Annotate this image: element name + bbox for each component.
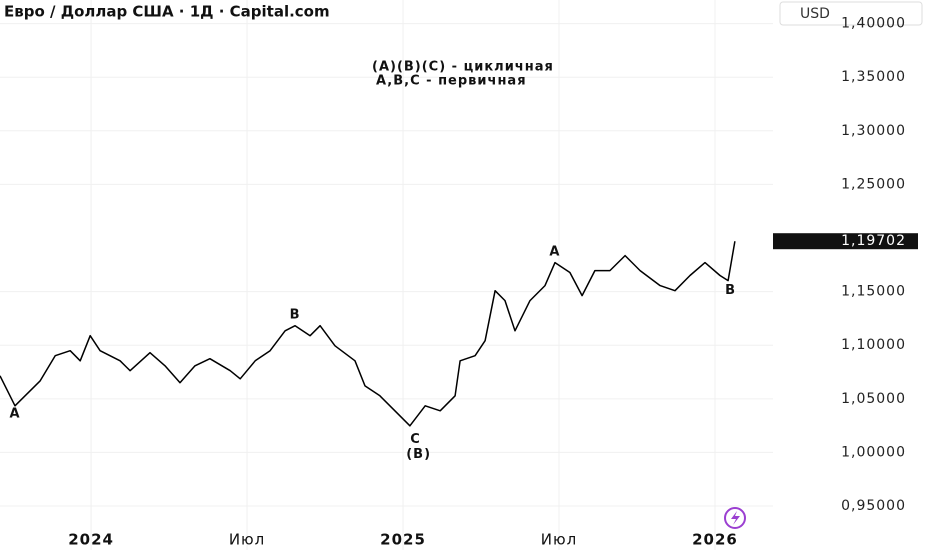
y-tick-label: 1,00000 xyxy=(841,444,906,460)
wave-label: B xyxy=(725,283,736,298)
brand-icon-bolt xyxy=(731,511,740,525)
y-tick-label: 1,10000 xyxy=(841,337,906,353)
wave-label: C xyxy=(410,432,421,447)
y-tick-label: 1,15000 xyxy=(841,284,906,300)
last-price-label: 1,19702 xyxy=(841,233,906,249)
currency-box[interactable] xyxy=(779,1,923,26)
wave-label: A xyxy=(9,406,20,421)
price-line xyxy=(0,241,736,427)
x-tick-label: Июл xyxy=(541,531,577,549)
y-tick-label: 1,30000 xyxy=(841,123,906,139)
wave-label: B xyxy=(290,308,301,323)
x-tick-label: 2026 xyxy=(692,531,738,549)
legend-note: (A)(B)(C) - цикличная xyxy=(372,60,554,75)
y-tick-label: 1,25000 xyxy=(841,176,906,192)
chart-title: Евро / Доллар США · 1Д · Capital.com xyxy=(4,3,330,21)
x-tick-label: 2024 xyxy=(68,531,114,549)
currency[interactable]: USD xyxy=(800,6,830,22)
legend-note: A,B,C - первичная xyxy=(376,74,527,89)
y-tick-label: 1,05000 xyxy=(841,391,906,407)
wave-label: (B) xyxy=(406,447,431,462)
x-tick-label: 2025 xyxy=(380,531,426,549)
x-tick-label: Июл xyxy=(229,531,265,549)
wave-label: A xyxy=(549,244,560,259)
last-price-box xyxy=(773,233,918,250)
y-tick-label: 1,40000 xyxy=(841,16,906,32)
grid xyxy=(0,0,773,550)
brand-icon[interactable] xyxy=(724,507,746,529)
y-tick-label: 0,95000 xyxy=(841,498,906,514)
y-tick-label: 1,35000 xyxy=(841,69,906,85)
